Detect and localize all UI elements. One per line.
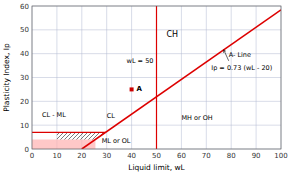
annotation: CL [107,112,116,120]
vertical-line [156,6,157,149]
y-tick-label: 10 [20,122,29,130]
point [130,87,134,91]
x-tick-label: 10 [52,152,61,160]
plot-area [32,6,281,149]
frame [32,6,281,149]
y-tick-label: 50 [20,26,29,34]
annotation: A- Line [229,51,251,59]
x-tick-label: 100 [274,152,287,160]
x-axis-label: Liquid limit, wL [128,163,185,172]
y-tick-label: 20 [20,98,29,106]
y-tick-label: 30 [20,74,29,82]
grid-line [156,6,157,149]
x-tick-label: 30 [102,152,111,160]
x-tick-label: 70 [202,152,211,160]
annotation: MH or OH [181,114,212,122]
chart: 0 10 20 30 40 50 60 70 80 90 100 0 10 20 30 40 50 60 A CH CL… [0,0,288,175]
line [82,10,281,149]
x-tick-label: 50 [152,152,161,160]
y-tick-label: 40 [20,50,29,58]
x-tick-label: 20 [77,152,86,160]
x-tick-label: 80 [227,152,236,160]
annotation: ML or OL [102,137,131,145]
annotation: wL = 50 [127,57,154,65]
y-axis-label: Plasticity Index, Ip [2,43,11,112]
line [32,132,106,133]
x-tick-label: 60 [177,152,186,160]
x-tick-label: 0 [30,152,34,160]
x-tick-label: 40 [127,152,136,160]
annotation: Ip = 0.73 (wL - 20) [211,64,272,72]
annotation: CH [166,30,178,39]
grid [32,6,281,149]
y-tick-label: 60 [20,3,29,11]
x-tick-label: 90 [252,152,261,160]
pink-area [32,139,95,149]
y-tick-label: 0 [25,146,29,154]
annotation: CL - ML [42,111,66,119]
annotation: A [137,85,143,93]
